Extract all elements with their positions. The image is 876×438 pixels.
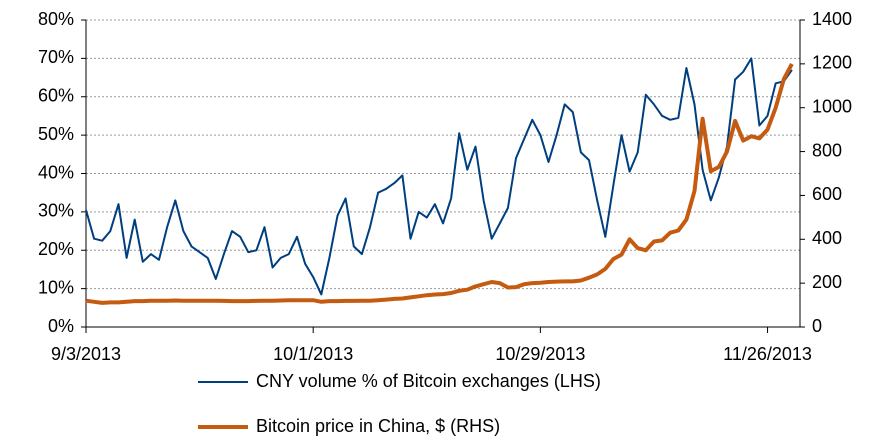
series-line [85, 57, 793, 296]
y-tick-label: 20% [38, 239, 74, 259]
y2-tick-label: 0 [812, 316, 822, 336]
x-tick-label: 10/29/2013 [495, 344, 585, 364]
legend-label: Bitcoin price in China, $ (RHS) [256, 416, 500, 436]
x-tick-label: 11/26/2013 [723, 344, 812, 364]
y2-tick-label: 400 [812, 228, 842, 248]
y-tick-label: 10% [38, 277, 74, 297]
y2-tick-label: 1400 [812, 9, 852, 29]
y2-tick-label: 1000 [812, 96, 852, 116]
y2-tick-label: 800 [812, 140, 842, 160]
x-tick-label: 9/3/2013 [51, 344, 121, 364]
legend-label: CNY volume % of Bitcoin exchanges (LHS) [256, 371, 601, 391]
y-tick-label: 80% [38, 9, 74, 29]
y-tick-label: 60% [38, 86, 74, 106]
y2-tick-label: 600 [812, 184, 842, 204]
y2-tick-label: 200 [812, 272, 842, 292]
y-tick-label: 50% [38, 124, 74, 144]
y-tick-label: 40% [38, 162, 74, 182]
y-tick-label: 70% [38, 47, 74, 67]
y-tick-label: 0% [48, 316, 74, 336]
x-tick-label: 10/1/2013 [273, 344, 353, 364]
y2-tick-label: 1200 [812, 53, 852, 73]
y-tick-label: 30% [38, 201, 74, 221]
series-line [85, 62, 794, 305]
